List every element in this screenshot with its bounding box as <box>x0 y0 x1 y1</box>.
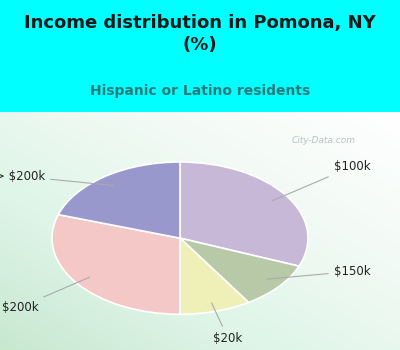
Wedge shape <box>180 238 248 314</box>
Text: $100k: $100k <box>272 160 370 201</box>
Wedge shape <box>58 162 180 238</box>
Text: Income distribution in Pomona, NY
(%): Income distribution in Pomona, NY (%) <box>24 14 376 54</box>
Text: City-Data.com: City-Data.com <box>292 136 356 145</box>
Text: $20k: $20k <box>212 303 243 345</box>
Wedge shape <box>180 162 308 266</box>
Text: Hispanic or Latino residents: Hispanic or Latino residents <box>90 84 310 98</box>
Wedge shape <box>52 215 180 314</box>
Text: $200k: $200k <box>2 277 90 314</box>
Wedge shape <box>180 238 299 302</box>
Text: $150k: $150k <box>266 265 370 279</box>
Text: > $200k: > $200k <box>0 170 113 186</box>
